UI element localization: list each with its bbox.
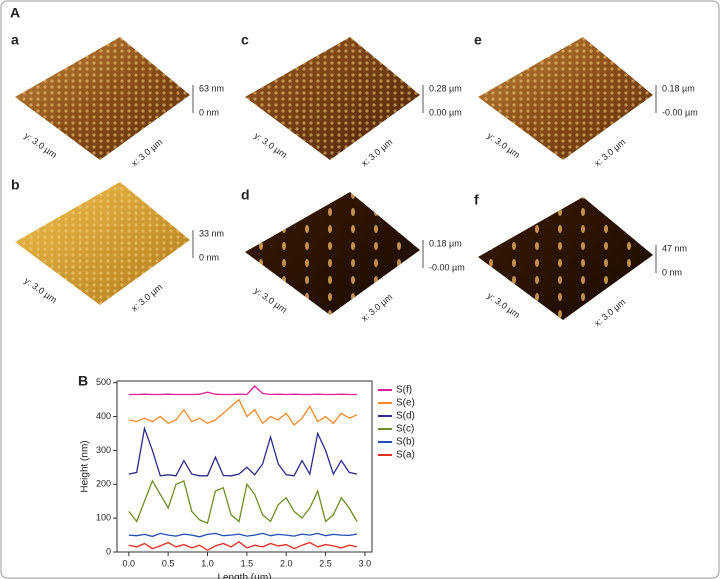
y-tick-label: 200 — [96, 479, 111, 489]
afm-texture — [15, 182, 190, 305]
afm-texture — [15, 37, 190, 160]
x-tick-label: 3.0 — [359, 558, 372, 568]
x-axis-label: x: 3.0 µm — [592, 297, 627, 329]
panel-label: e — [474, 32, 482, 48]
y-axis-title: Height (nm) — [80, 440, 91, 492]
z-top: 0.28 µm — [429, 83, 462, 93]
x-tick-label: 2.0 — [280, 558, 293, 568]
z-top: 33 nm — [199, 228, 224, 238]
plot-frame — [116, 380, 373, 553]
y-tick-label: 500 — [96, 377, 111, 387]
y-axis-label: y: 3.0 µm — [22, 130, 58, 160]
y-axis-label: y: 3.0 µm — [252, 285, 288, 315]
y-axis-label: y: 3.0 µm — [22, 275, 58, 305]
z-bottom: 0 nm — [199, 252, 219, 262]
x-tick-label: 0.5 — [162, 558, 175, 568]
panel-label: B — [78, 373, 88, 389]
x-tick-label: 2.5 — [319, 558, 332, 568]
y-tick-label: 100 — [96, 513, 111, 523]
z-top: 0.18 µm — [662, 83, 695, 93]
series-line — [128, 532, 358, 538]
panel-label: d — [241, 187, 250, 203]
x-axis-label: x: 3.0 µm — [359, 292, 394, 324]
z-top: 63 nm — [199, 83, 224, 93]
z-bottom: 0 nm — [662, 267, 682, 277]
afm-texture — [478, 197, 653, 320]
z-bottom: -0.00 µm — [429, 262, 465, 272]
panel-label: b — [11, 177, 20, 193]
series-line — [128, 541, 358, 552]
x-axis-label: x: 3.0 µm — [129, 282, 164, 314]
series-line — [128, 479, 358, 525]
panel-label: c — [241, 32, 249, 48]
afm-texture — [478, 37, 653, 160]
y-tick-label: 0 — [106, 546, 111, 556]
y-tick-label: 300 — [96, 445, 111, 455]
y-axis-label: y: 3.0 µm — [485, 130, 521, 160]
z-bottom: -0.00 µm — [662, 107, 698, 117]
series-line — [128, 398, 358, 426]
z-bottom: 0 nm — [199, 107, 219, 117]
x-tick-label: 1.0 — [201, 558, 214, 568]
series-line — [128, 385, 357, 396]
panel-label: a — [11, 32, 19, 48]
afm-panels: a 63 nm 0 nm y: 3.0 µm x: 3.0 µm c 0.28 µm 0.00… — [11, 32, 698, 329]
line-chart: B 0 100 200 300 400 500 0.0 0.5 1.0 1.5 2.0 2.5 3.0 He… — [78, 373, 415, 579]
x-axis-label: x: 3.0 µm — [359, 137, 394, 169]
legend-label: S(a) — [396, 450, 415, 461]
z-top: 47 nm — [662, 243, 687, 253]
z-top: 0.18 µm — [429, 238, 462, 248]
x-tick-label: 1.5 — [241, 558, 254, 568]
legend-label: S(f) — [396, 385, 412, 396]
y-tick-label: 400 — [96, 411, 111, 421]
x-axis-label: x: 3.0 µm — [129, 137, 164, 169]
legend-label: S(b) — [396, 437, 415, 448]
panel-label: f — [474, 192, 479, 208]
y-axis-label: y: 3.0 µm — [485, 290, 521, 320]
x-axis-title: Length (µm) — [217, 573, 271, 579]
legend-label: S(c) — [396, 424, 414, 435]
legend-label: S(e) — [396, 398, 415, 409]
afm-texture — [245, 192, 420, 315]
afm-texture — [245, 37, 420, 160]
figure-label: A — [10, 5, 20, 21]
legend-label: S(d) — [396, 411, 415, 422]
y-axis-label: y: 3.0 µm — [252, 130, 288, 160]
x-axis-label: x: 3.0 µm — [592, 137, 627, 169]
series-line — [128, 425, 358, 477]
x-tick-label: 0.0 — [123, 558, 136, 568]
z-bottom: 0.00 µm — [429, 107, 462, 117]
